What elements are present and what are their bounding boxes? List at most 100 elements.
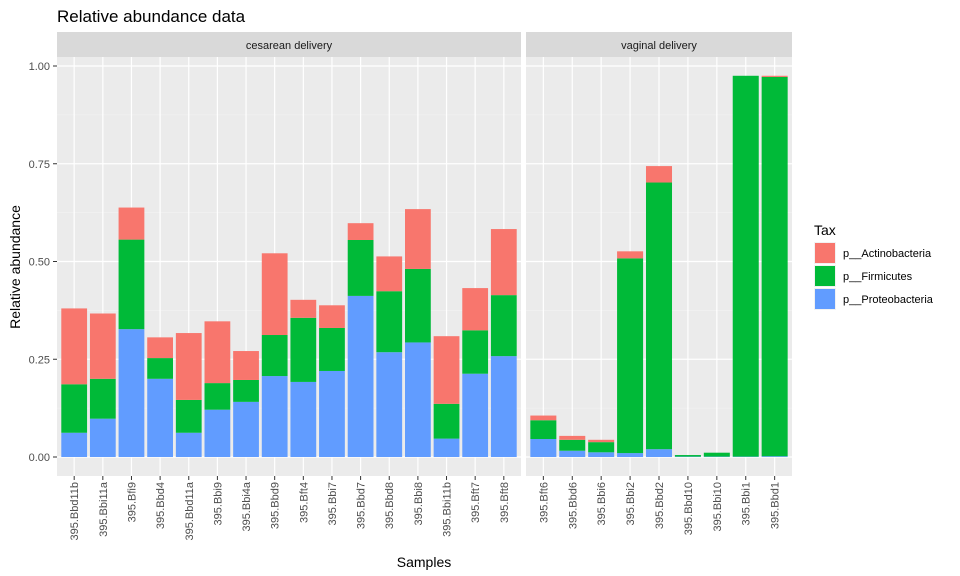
bar-segment (347, 295, 374, 457)
x-tick-label: 395.Bbi11b (442, 482, 454, 537)
x-tick-label: 395.Bfi9 (126, 482, 138, 522)
bar-segment (530, 420, 557, 440)
bar-segment (433, 336, 460, 404)
bar-segment (732, 75, 759, 457)
x-tick-label: 395.Bbd6 (567, 482, 579, 529)
bar-segment (490, 229, 517, 296)
x-tick-label: 395.Bbi4a (241, 481, 253, 531)
x-tick-label: 395.Bft8 (499, 482, 511, 523)
bar-segment (233, 401, 259, 457)
bar-segment (347, 239, 374, 296)
bar-segment (645, 166, 673, 183)
bar-segment (761, 456, 788, 457)
bar-segment (405, 342, 431, 457)
bar-segment (261, 253, 288, 336)
bar-segment (530, 415, 557, 421)
bar-segment (376, 352, 403, 457)
bar-segment (61, 308, 88, 385)
bar-segment (530, 439, 557, 457)
x-tick-label: 395.Bbi6 (596, 482, 608, 525)
x-tick-label: 395.Bbi1 (741, 482, 753, 525)
bar-segment (89, 418, 116, 457)
x-tick-label: 395.Bbd9 (270, 482, 282, 529)
x-tick-label: 395.Bbi7 (327, 482, 339, 525)
bar-segment (175, 333, 202, 400)
bar-segment (433, 403, 460, 439)
bar-segment (490, 356, 517, 457)
x-tick-label: 395.Bbi2 (625, 482, 637, 525)
bar-segment (405, 268, 431, 343)
y-axis-title: Relative abundance (7, 205, 23, 329)
bar-segment (204, 383, 231, 410)
bar-segment (175, 432, 202, 457)
bar-segment (462, 373, 489, 457)
bar-segment (462, 330, 489, 374)
bar-segment (290, 299, 317, 318)
bar-segment (347, 223, 374, 240)
bar-segment (89, 313, 116, 379)
bar-segment (233, 379, 259, 402)
bar-segment (118, 329, 145, 457)
bar-segment (559, 450, 586, 457)
x-tick-label: 395.Bbd8 (384, 482, 396, 529)
y-axis: 0.00 0.25 0.50 0.75 1.00 (29, 61, 57, 464)
bar-segment (175, 399, 202, 433)
x-tick-label: 395.Bbd4 (155, 482, 167, 529)
bar-segment (118, 207, 145, 240)
bar-segment (147, 358, 173, 379)
facet-strip (57, 32, 521, 57)
legend-swatch (815, 243, 835, 263)
bar-segment (617, 251, 644, 259)
x-tick-label: 395.Bbd11b (69, 482, 81, 541)
legend-swatch (815, 266, 835, 286)
bar-segment (147, 337, 173, 359)
x-axis-title: Samples (397, 554, 451, 570)
bar-segment (319, 327, 345, 371)
bar-segment (674, 455, 701, 457)
bar-segment (559, 435, 586, 440)
bar-segment (490, 295, 517, 357)
chart-title: Relative abundance data (57, 7, 246, 26)
x-tick-label: 395.Bft7 (470, 482, 482, 523)
bar-segment (617, 258, 644, 454)
bar-segment (405, 209, 431, 269)
legend-swatch (815, 289, 835, 309)
bar-segment (290, 381, 317, 457)
bar-segment (319, 305, 345, 328)
y-tick-label: 0.00 (29, 452, 50, 464)
bar-segment (588, 442, 615, 453)
bar-segment (376, 256, 403, 292)
x-tick-label: 395.Bbd1 (770, 482, 782, 529)
bar-segment (376, 291, 403, 353)
bar-segment (290, 317, 317, 382)
legend-label: p__Proteobacteria (843, 294, 934, 306)
bar-segment (588, 452, 615, 457)
bar-segment (761, 76, 788, 457)
bar-segment (61, 432, 88, 457)
bar-segment (588, 439, 615, 443)
x-tick-label: 395.Bbd11a (184, 481, 196, 540)
facet-strip-label: vaginal delivery (621, 40, 697, 52)
bar-segment (462, 288, 489, 331)
bar-segment (645, 182, 673, 450)
legend: Tax p__Actinobacteria p__Firmicutes p__Pro… (814, 222, 934, 310)
bar-segment (617, 453, 644, 457)
bar-segment (645, 449, 673, 457)
x-tick-label: 395.Bbi10 (712, 482, 724, 532)
legend-title: Tax (814, 222, 836, 238)
facet-strip (526, 32, 792, 57)
bar-segment (118, 239, 145, 330)
bar-segment (261, 335, 288, 377)
legend-label: p__Firmicutes (843, 271, 913, 283)
bar-segment (703, 452, 730, 457)
bar-segment (319, 370, 345, 457)
x-tick-label: 395.Bbi11a (98, 481, 110, 537)
facet-strip-label: cesarean delivery (246, 40, 333, 52)
bar-segment (261, 376, 288, 457)
bar-segment (433, 438, 460, 457)
x-tick-label: 395.Bbi9 (212, 482, 224, 525)
bar-segment (204, 321, 231, 384)
facet-panel: vaginal delivery 395.Bft6 395.Bbd6 395.Bbi6… (526, 32, 792, 535)
bar-segment (233, 351, 259, 380)
